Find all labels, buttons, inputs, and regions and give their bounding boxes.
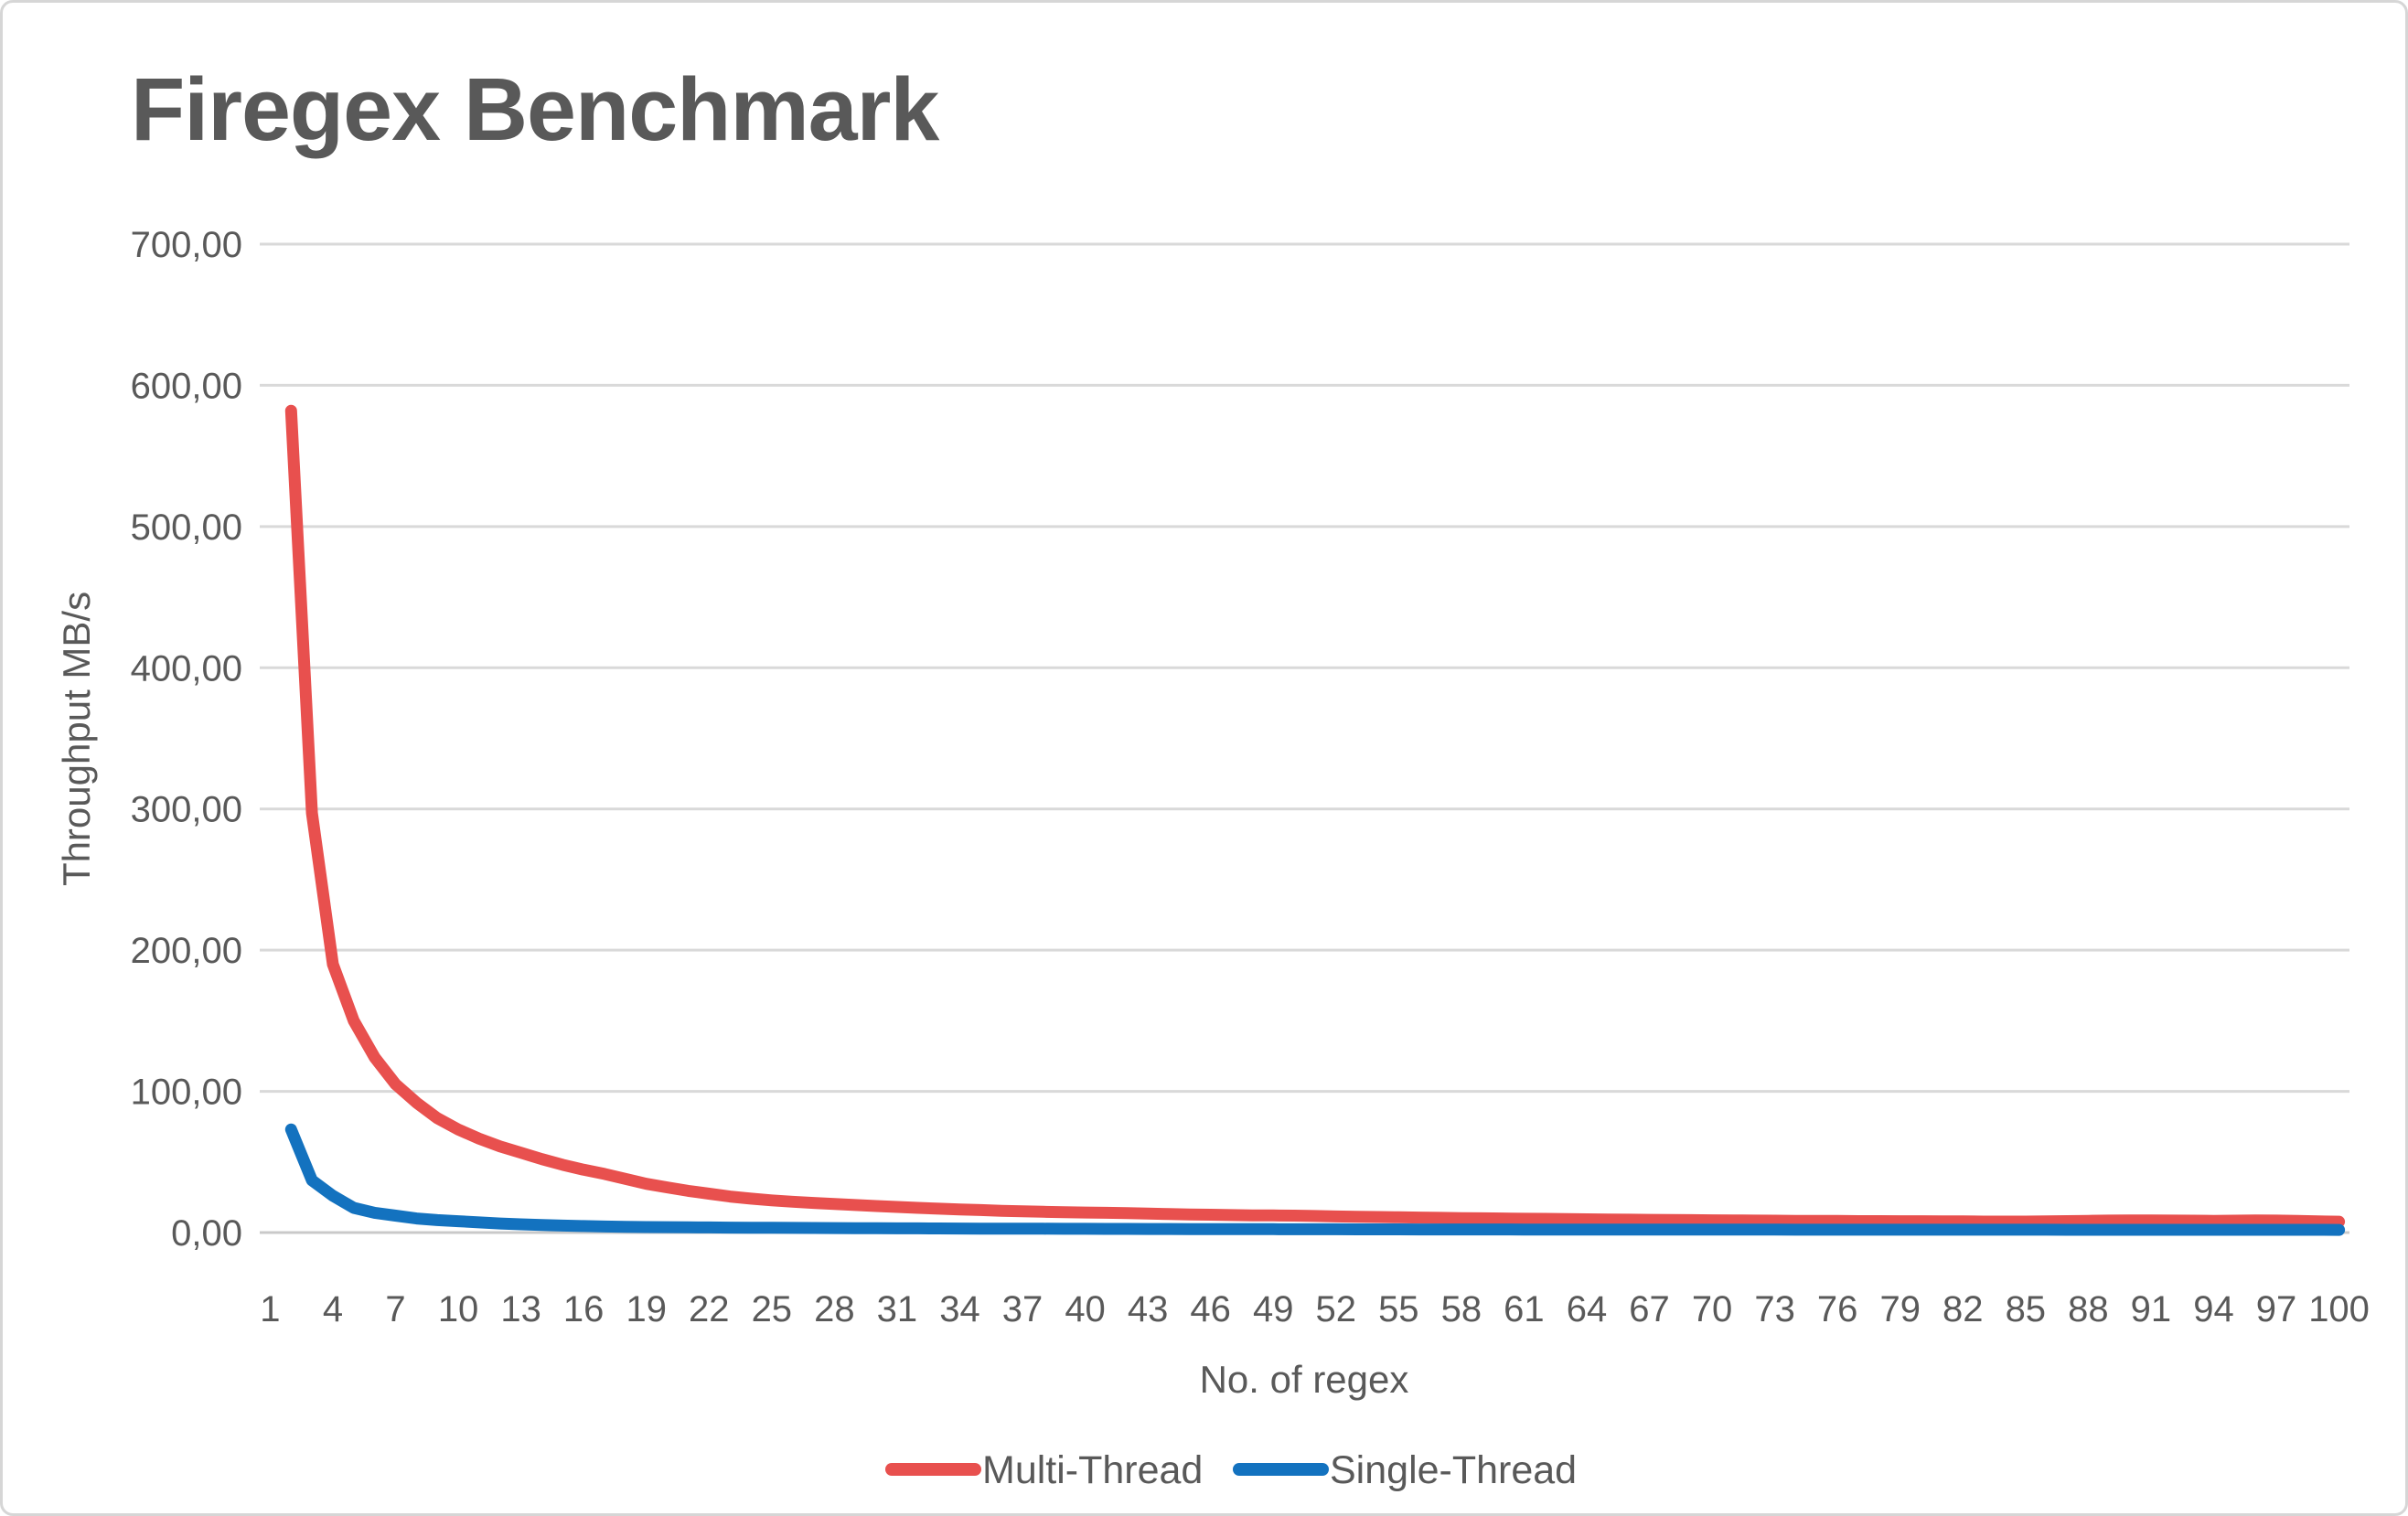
x-tick-label: 46 <box>1190 1289 1231 1329</box>
x-tick-label: 7 <box>385 1289 405 1329</box>
x-tick-label: 4 <box>323 1289 343 1329</box>
y-tick-label: 200,00 <box>131 931 242 971</box>
x-tick-label: 94 <box>2193 1289 2234 1329</box>
x-tick-label: 25 <box>752 1289 793 1329</box>
x-tick-label: 70 <box>1692 1289 1733 1329</box>
chart-title: Firegex Benchmark <box>131 59 940 159</box>
y-tick-label: 400,00 <box>131 648 242 689</box>
x-tick-label: 1 <box>260 1289 280 1329</box>
x-tick-label: 73 <box>1754 1289 1795 1329</box>
legend: Multi-Thread Single-Thread <box>885 1448 1577 1492</box>
x-tick-label: 67 <box>1629 1289 1670 1329</box>
x-tick-label: 10 <box>438 1289 479 1329</box>
x-tick-label: 79 <box>1879 1289 1921 1329</box>
x-tick-label: 28 <box>814 1289 855 1329</box>
legend-label-multi-thread: Multi-Thread <box>982 1448 1203 1492</box>
y-tick-label: 500,00 <box>131 507 242 548</box>
single-thread-line <box>284 1123 2346 1236</box>
x-axis-tick-labels: 1 4 7 10 13 16 19 22 25 28 31 34 37 40 43 46 49 52 55 58 61 6… <box>260 1289 2370 1329</box>
y-tick-label: 700,00 <box>131 225 242 265</box>
x-tick-label: 19 <box>626 1289 667 1329</box>
x-tick-label: 76 <box>1817 1289 1858 1329</box>
x-tick-label: 22 <box>689 1289 730 1329</box>
x-tick-label: 55 <box>1378 1289 1419 1329</box>
multi-thread-line <box>284 404 2346 1228</box>
x-tick-label: 52 <box>1316 1289 1357 1329</box>
x-tick-label: 88 <box>2068 1289 2109 1329</box>
x-tick-label: 16 <box>563 1289 605 1329</box>
x-tick-label: 34 <box>939 1289 980 1329</box>
x-tick-label: 49 <box>1253 1289 1294 1329</box>
y-tick-label: 100,00 <box>131 1073 242 1113</box>
x-axis-title: No. of regex <box>1200 1358 1409 1401</box>
x-tick-label: 100 <box>2308 1289 2370 1329</box>
x-tick-label: 64 <box>1567 1289 1608 1329</box>
y-axis-tick-labels: 0,00 100,00 200,00 300,00 400,00 500,00 600,00… <box>131 225 242 1254</box>
x-tick-label: 40 <box>1065 1289 1106 1329</box>
x-tick-label: 82 <box>1942 1289 1984 1329</box>
x-tick-label: 97 <box>2256 1289 2297 1329</box>
benchmark-line-chart: 0,00 100,00 200,00 300,00 400,00 500,00 600,00… <box>55 59 2370 1492</box>
legend-label-single-thread: Single-Thread <box>1330 1448 1577 1492</box>
y-axis-title: Throughput MB/s <box>55 592 98 886</box>
x-tick-label: 85 <box>2006 1289 2047 1329</box>
gridlines <box>260 242 2349 1234</box>
x-tick-label: 58 <box>1441 1289 1482 1329</box>
x-tick-label: 37 <box>1002 1289 1043 1329</box>
y-tick-label: 0,00 <box>171 1213 242 1254</box>
x-tick-label: 61 <box>1504 1289 1545 1329</box>
x-tick-label: 31 <box>877 1289 918 1329</box>
x-tick-label: 13 <box>500 1289 541 1329</box>
data-series <box>284 404 2346 1236</box>
x-tick-label: 91 <box>2131 1289 2172 1329</box>
y-tick-label: 600,00 <box>131 366 242 406</box>
x-tick-label: 43 <box>1128 1289 1169 1329</box>
y-tick-label: 300,00 <box>131 790 242 830</box>
